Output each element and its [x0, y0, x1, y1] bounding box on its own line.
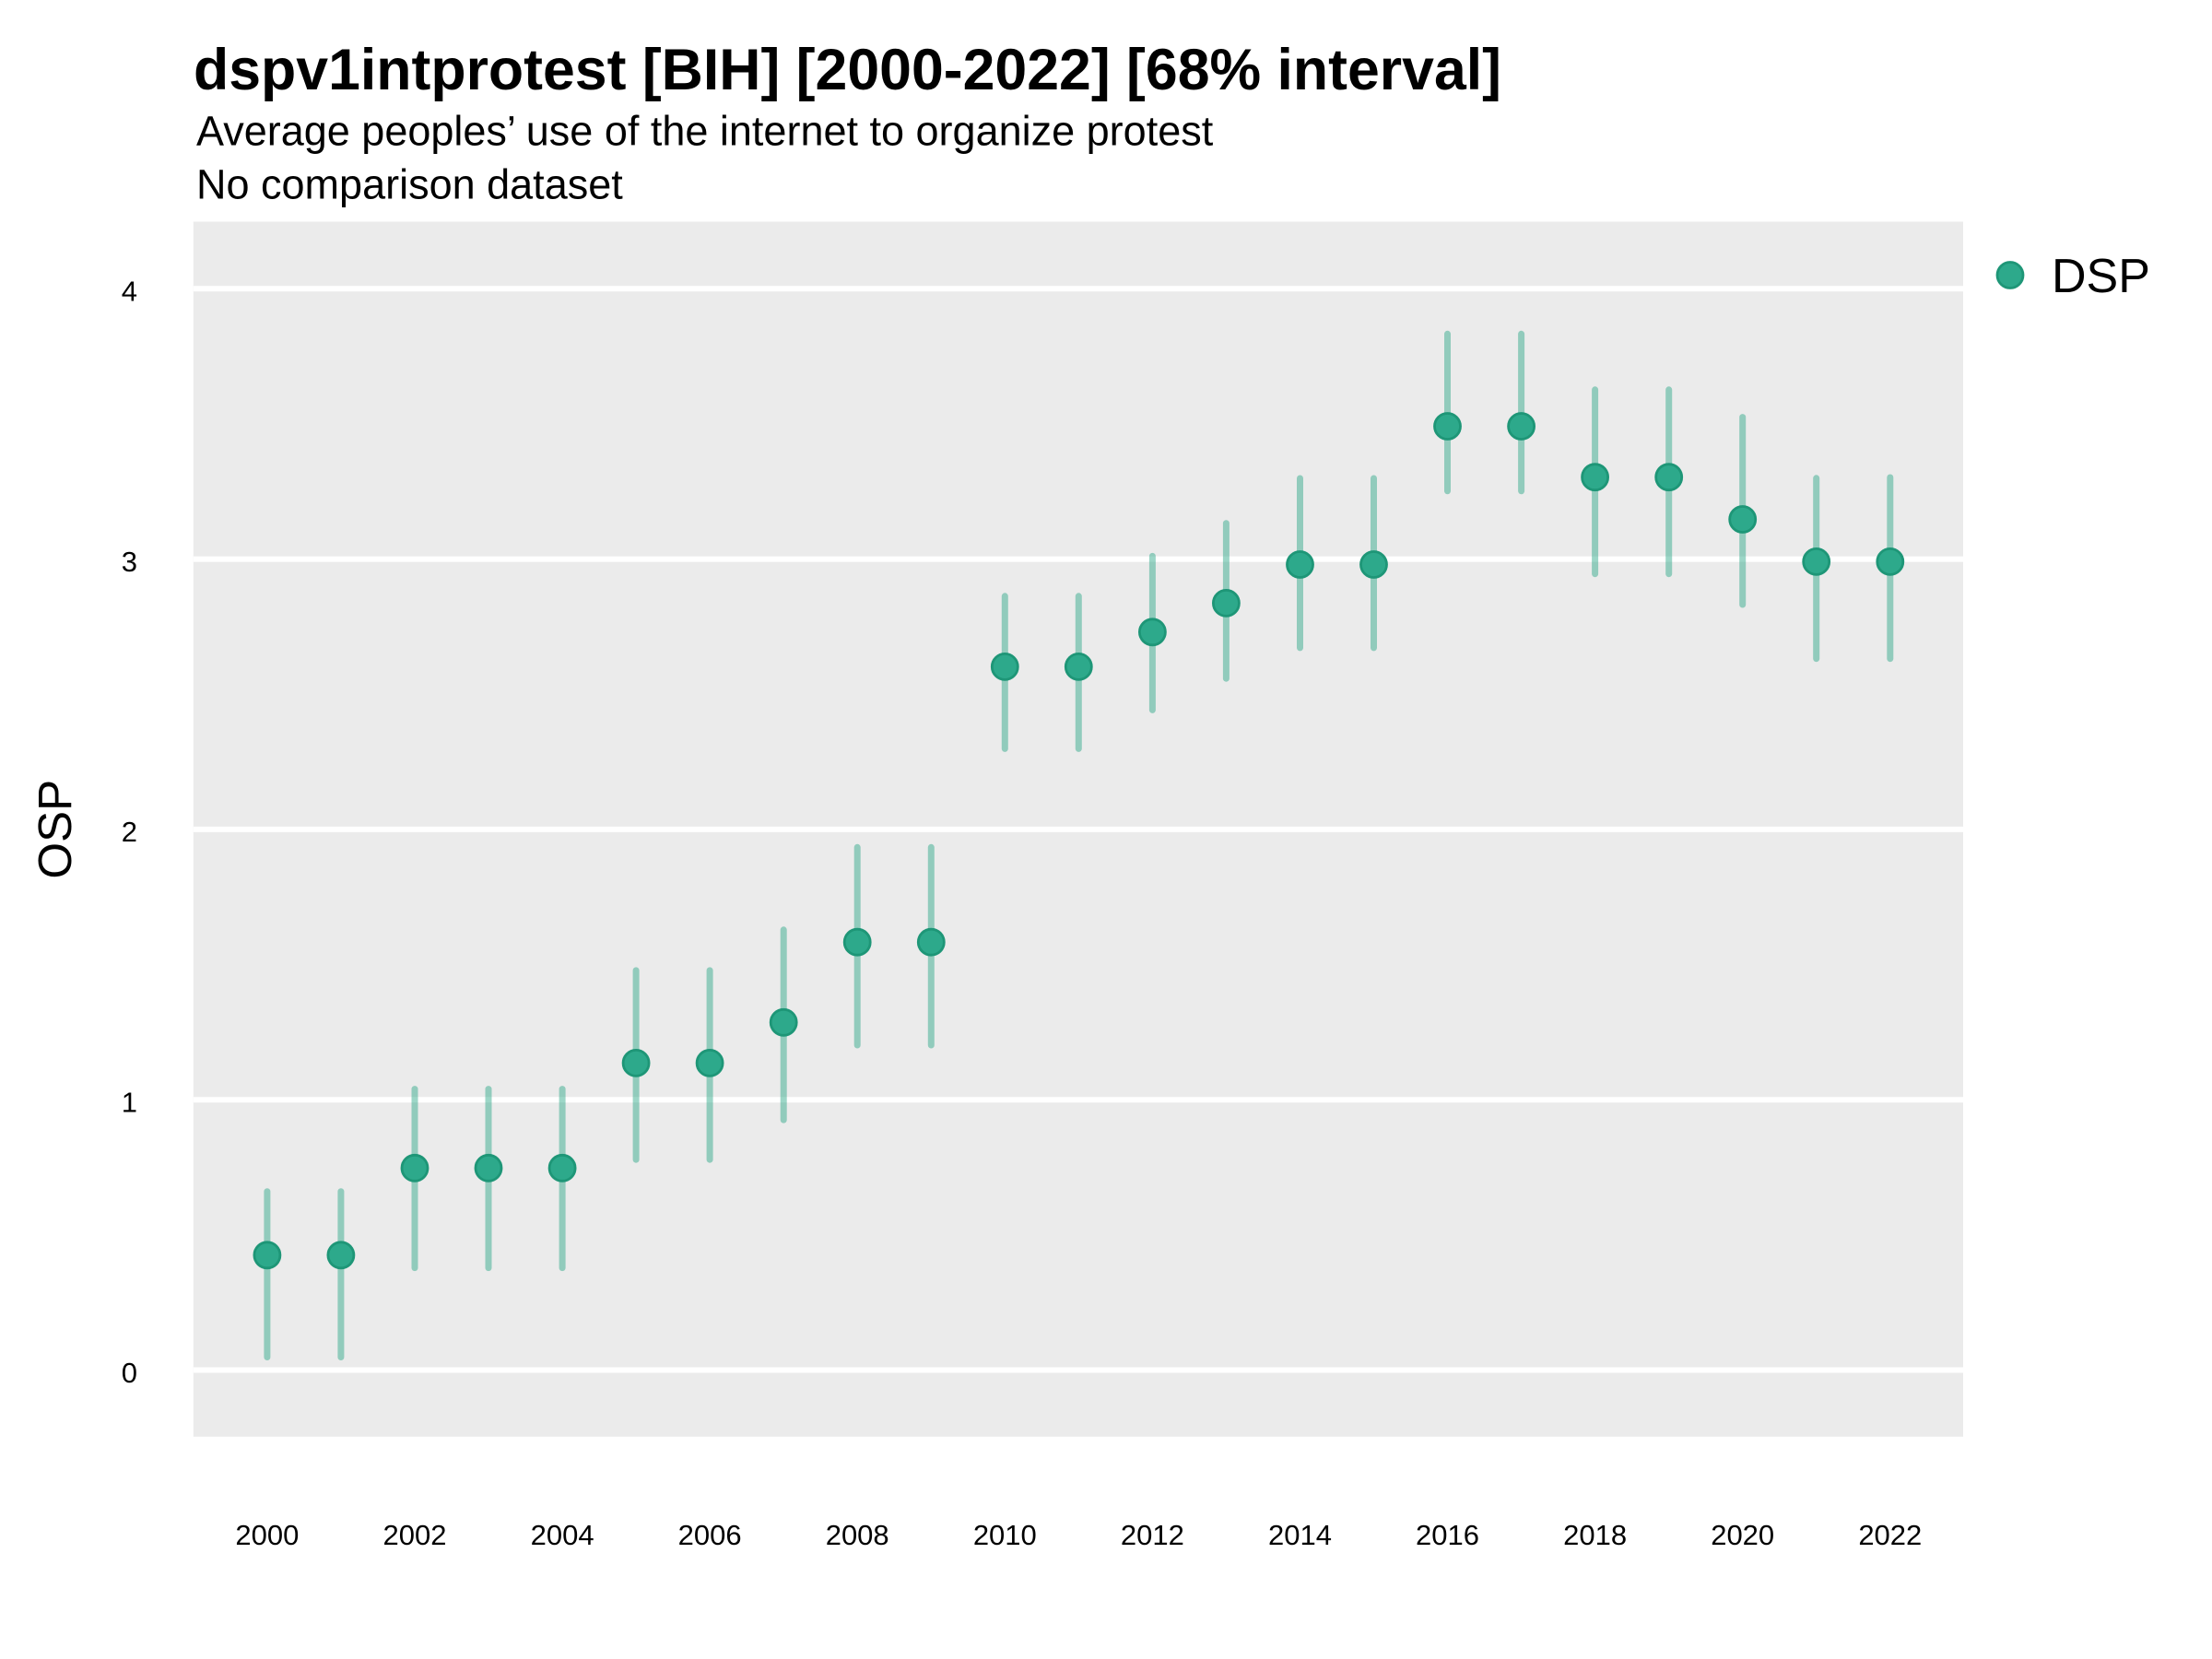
svg-text:2022: 2022 — [1858, 1519, 1922, 1551]
svg-text:dspv1intprotest [BIH] [2000-20: dspv1intprotest [BIH] [2000-2022] [68% i… — [194, 38, 1501, 102]
svg-text:2012: 2012 — [1121, 1519, 1184, 1551]
svg-text:2014: 2014 — [1268, 1519, 1332, 1551]
svg-text:2004: 2004 — [531, 1519, 594, 1551]
svg-text:No comparison dataset: No comparison dataset — [196, 160, 623, 207]
svg-text:0: 0 — [122, 1357, 137, 1389]
svg-text:4: 4 — [122, 276, 137, 308]
svg-text:2006: 2006 — [678, 1519, 742, 1551]
svg-text:2008: 2008 — [826, 1519, 889, 1551]
svg-text:3: 3 — [122, 546, 137, 578]
svg-text:2000: 2000 — [235, 1519, 299, 1551]
svg-text:2: 2 — [122, 816, 137, 848]
svg-text:1: 1 — [122, 1087, 137, 1119]
svg-text:2018: 2018 — [1563, 1519, 1627, 1551]
svg-text:2010: 2010 — [973, 1519, 1037, 1551]
svg-text:DSP: DSP — [2052, 250, 2150, 303]
svg-text:OSP: OSP — [29, 780, 81, 879]
svg-text:2002: 2002 — [383, 1519, 447, 1551]
svg-text:2020: 2020 — [1711, 1519, 1774, 1551]
svg-text:2016: 2016 — [1416, 1519, 1479, 1551]
svg-text:Average peoples’ use of the in: Average peoples’ use of the internet to … — [196, 108, 1214, 155]
